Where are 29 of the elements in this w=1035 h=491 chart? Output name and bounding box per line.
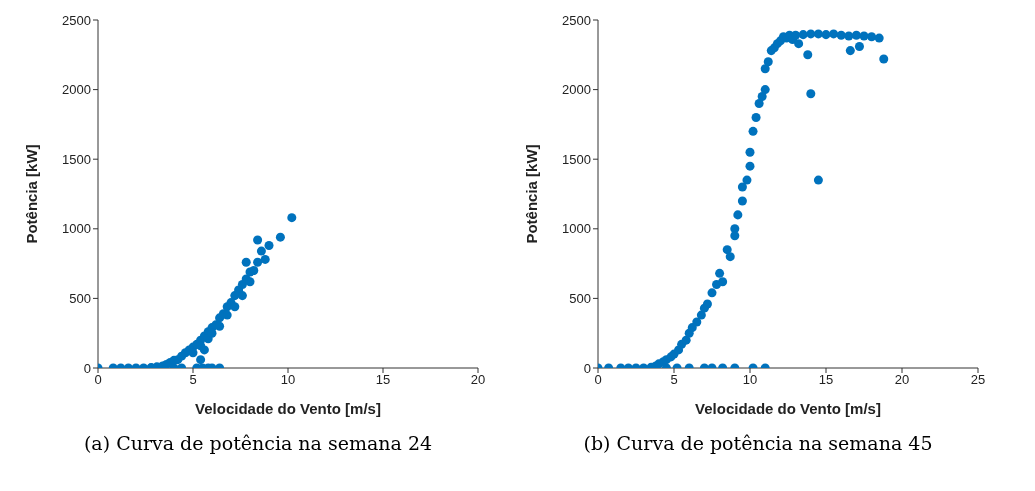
x-tick-label: 15 <box>818 372 834 388</box>
x-tick-label: 20 <box>470 372 486 388</box>
y-tick-label: 0 <box>83 360 91 376</box>
x-tick-label: 20 <box>894 372 910 388</box>
text: (a) Curva de potência na semana 24 <box>82 432 434 454</box>
x-tick-label: 0 <box>594 372 602 388</box>
y-tick-label: 2000 <box>562 82 591 98</box>
y-tick-label: 2500 <box>62 12 91 28</box>
x-tick-label: 15 <box>375 372 391 388</box>
x-tick-label: 10 <box>280 372 296 388</box>
y-tick-label: 500 <box>69 291 91 307</box>
y-axis-title: Potência [kW] <box>23 144 41 244</box>
x-tick-label: 5 <box>670 372 678 388</box>
y-tick-label: 2000 <box>62 82 91 98</box>
y-tick-label: 1500 <box>62 151 91 167</box>
y-tick-label: 2500 <box>562 12 591 28</box>
y-tick-label: 0 <box>583 360 591 376</box>
x-tick-label: 5 <box>189 372 197 388</box>
x-axis-title: Velocidade do Vento [m/s] <box>695 400 881 417</box>
text: (b) Curva de potência na semana 45 <box>582 432 934 454</box>
y-tick-label: 1500 <box>562 151 591 167</box>
y-tick-label: 1000 <box>562 221 591 237</box>
x-tick-label: 25 <box>970 372 986 388</box>
x-tick-label: 0 <box>94 372 102 388</box>
y-tick-label: 1000 <box>62 221 91 237</box>
y-axis-title: Potência [kW] <box>523 144 541 244</box>
y-tick-label: 500 <box>569 291 591 307</box>
x-axis-title: Velocidade do Vento [m/s] <box>195 400 381 417</box>
x-tick-label: 10 <box>742 372 758 388</box>
